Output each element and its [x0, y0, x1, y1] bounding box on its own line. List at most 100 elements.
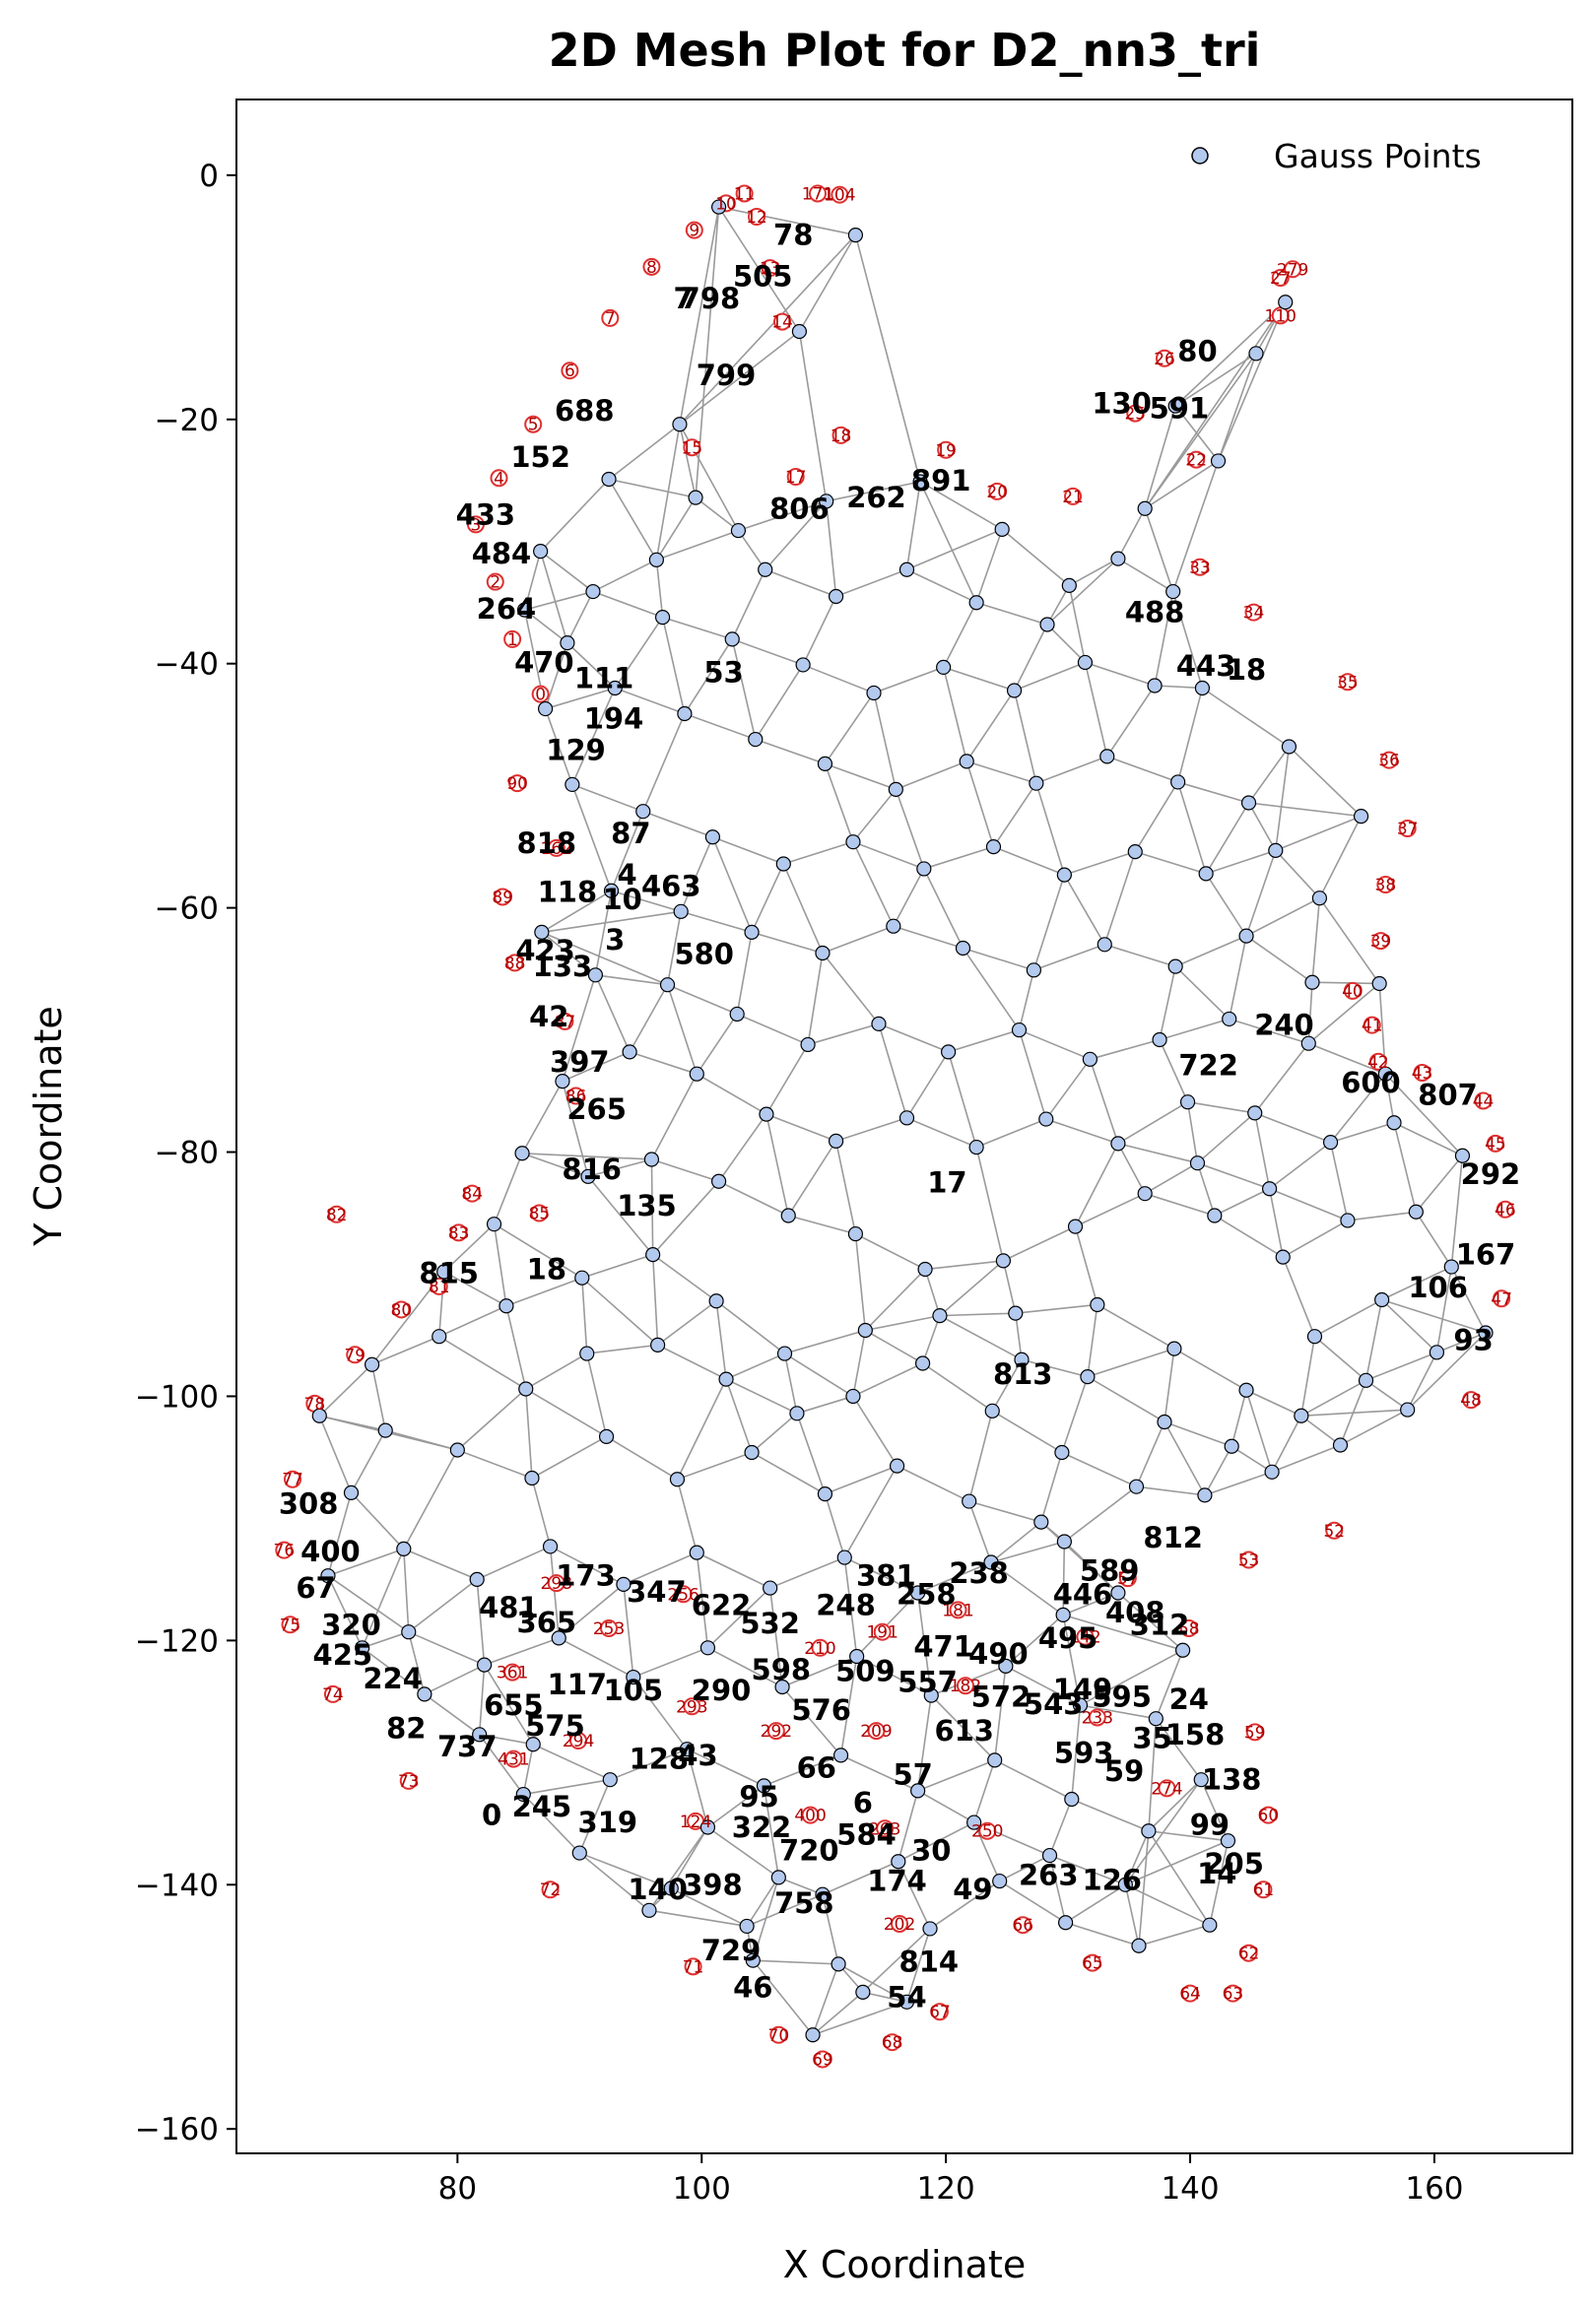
gauss-point — [739, 1918, 755, 1935]
gauss-point — [679, 1742, 695, 1757]
mesh-edge — [541, 931, 668, 986]
mesh-edge — [924, 1269, 941, 1316]
node-label: 77 — [282, 1471, 303, 1490]
gauss-point — [1097, 937, 1112, 953]
mesh-edge — [1005, 1665, 1081, 1706]
x-tick-label: 80 — [438, 2171, 477, 2207]
mesh-edge — [854, 1233, 867, 1331]
element-label: 78 — [773, 219, 813, 252]
mesh-edge — [642, 713, 686, 812]
mesh-edge — [362, 1630, 410, 1649]
mesh-edge — [1307, 982, 1313, 1044]
element-label: 446 — [1053, 1577, 1113, 1611]
gauss-point — [560, 635, 575, 651]
element-label: 17 — [927, 1166, 966, 1200]
element-label: 105 — [604, 1674, 664, 1707]
mesh-node — [466, 515, 485, 534]
mesh-edge — [975, 1118, 1047, 1149]
element-label: 130 — [1092, 387, 1152, 421]
element-label: 35 — [1132, 1722, 1171, 1755]
gauss-point — [1061, 577, 1077, 593]
mesh-edge — [1061, 1376, 1089, 1453]
node-label: 37 — [1397, 820, 1419, 839]
mesh-edge — [873, 666, 944, 694]
gauss-point — [688, 490, 703, 505]
element-label: 365 — [517, 1606, 577, 1639]
mesh-edge — [893, 925, 964, 950]
mesh-edge — [655, 496, 697, 561]
mesh-edge — [318, 1363, 373, 1417]
gauss-point — [1099, 749, 1115, 764]
element-label: 3 — [605, 923, 625, 957]
mesh-node — [430, 1277, 448, 1295]
mesh-edge — [896, 760, 967, 791]
mesh-node — [504, 1749, 523, 1768]
mesh-edge — [975, 601, 1048, 626]
mesh-edge — [1104, 944, 1176, 967]
mesh-edge — [991, 1358, 1023, 1412]
mesh-edge — [1117, 1592, 1184, 1651]
node-label: 292 — [761, 1722, 792, 1742]
mesh-edge — [917, 1759, 996, 1792]
mesh-edge — [1300, 1336, 1316, 1417]
mesh-edge — [1415, 1211, 1452, 1268]
mesh-edge — [541, 931, 596, 976]
mesh-node — [1271, 268, 1290, 287]
mesh-node — [1245, 1723, 1264, 1742]
gauss-point — [817, 756, 833, 771]
mesh-edge — [1245, 850, 1277, 937]
mesh-edge — [484, 1637, 560, 1666]
gauss-point — [1304, 974, 1320, 990]
mesh-edge — [562, 974, 597, 1082]
mesh-edge — [677, 1451, 753, 1481]
element-label: 30 — [911, 1834, 951, 1868]
mesh-edge — [802, 596, 837, 666]
mesh-node — [600, 1618, 619, 1637]
mesh-edge — [571, 784, 613, 891]
mesh-node — [1325, 1521, 1344, 1540]
node-label: 162 — [541, 839, 572, 859]
mesh-edge — [751, 1451, 826, 1495]
gauss-point — [396, 1541, 412, 1557]
mesh-edge — [1155, 1649, 1184, 1719]
mesh-edge — [1436, 1332, 1487, 1353]
mesh-edge — [1245, 1390, 1273, 1473]
node-label: 44 — [1473, 1091, 1495, 1111]
mesh-node — [1014, 1916, 1032, 1935]
node-label: 34 — [1243, 604, 1265, 624]
node-label: 209 — [860, 1722, 892, 1742]
gauss-point — [641, 1902, 657, 1918]
mesh-edge — [1062, 1614, 1183, 1652]
mesh-edge — [706, 1785, 765, 1828]
mesh-node — [831, 426, 850, 444]
element-label: 54 — [887, 1980, 926, 2013]
mesh-edge — [999, 1854, 1050, 1882]
element-label: 238 — [949, 1556, 1009, 1590]
element-label: 423 — [515, 934, 575, 967]
mesh-edge — [736, 932, 753, 1015]
mesh-edge — [1032, 874, 1066, 971]
gauss-point — [1238, 1382, 1254, 1398]
node-label: 253 — [593, 1619, 625, 1639]
mesh-edge — [1144, 405, 1176, 509]
node-label: 104 — [824, 186, 855, 206]
gauss-point — [932, 1308, 948, 1324]
mesh-edge — [893, 868, 925, 927]
y-tick-label: −20 — [155, 403, 219, 438]
gauss-point — [574, 1270, 590, 1286]
node-label: 59 — [1244, 1723, 1266, 1743]
mesh-edge — [1204, 1445, 1232, 1496]
mesh-edge — [1144, 508, 1174, 592]
mesh-edge — [840, 1754, 918, 1792]
element-label: 57 — [893, 1758, 932, 1792]
mesh-edge — [362, 1647, 426, 1695]
mesh-edge — [1080, 1649, 1183, 1706]
mesh-edge — [822, 1861, 899, 1895]
mesh-edge — [370, 1364, 387, 1431]
mesh-node — [1493, 1289, 1511, 1308]
mesh-edge — [864, 1268, 926, 1332]
legend-gauss-marker — [1191, 147, 1209, 165]
node-label: 431 — [498, 1750, 529, 1770]
plot-area: 8284838590898887860123456789101112131415… — [235, 99, 1573, 2154]
mesh-edge — [1228, 935, 1247, 1020]
